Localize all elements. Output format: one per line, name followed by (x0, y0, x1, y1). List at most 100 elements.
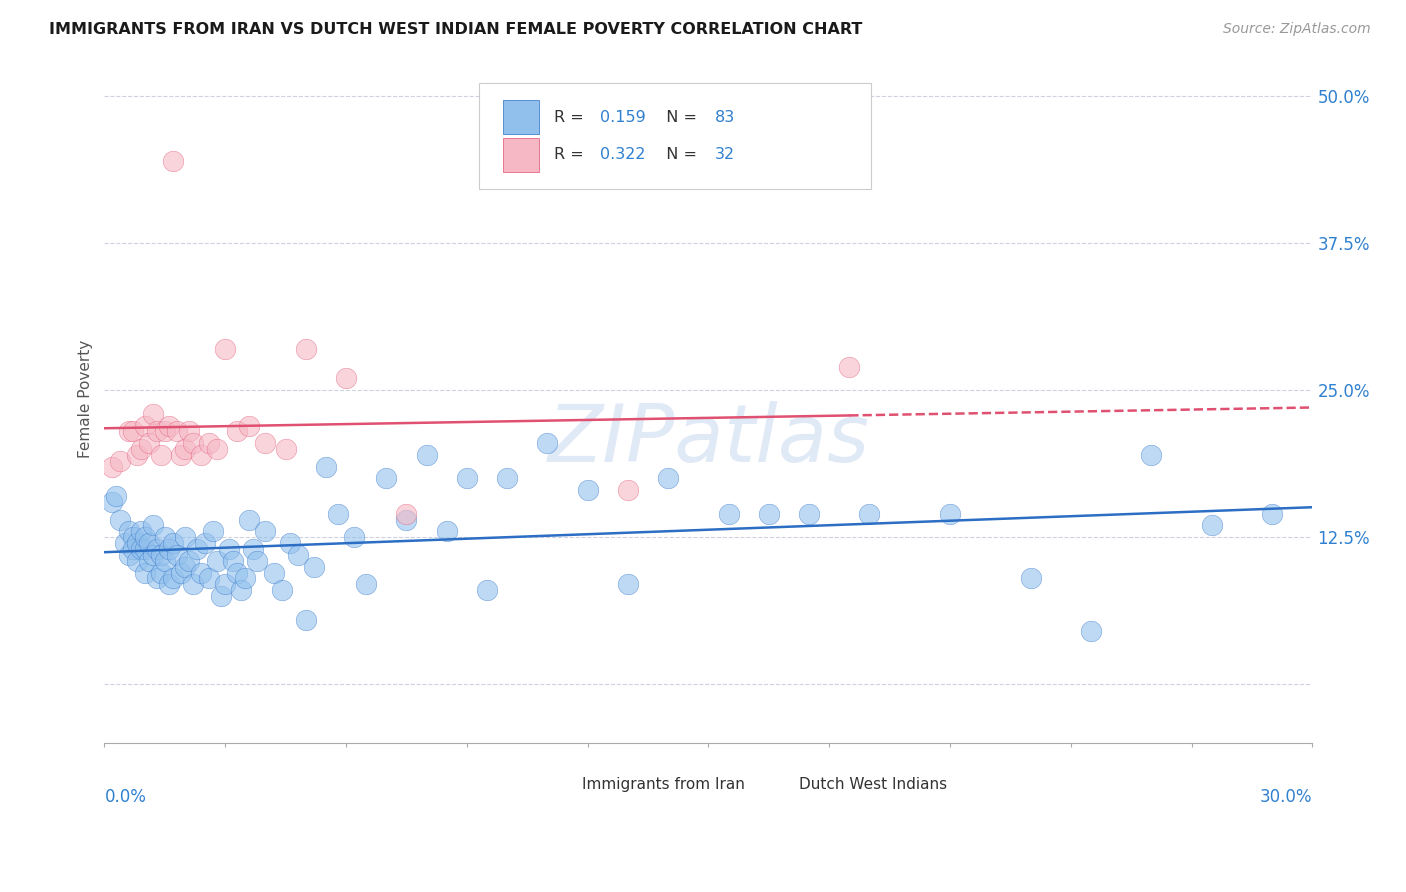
Text: 0.0%: 0.0% (104, 788, 146, 805)
Point (758, 507, 780, 521)
FancyBboxPatch shape (503, 137, 540, 172)
Point (174, 442, 197, 456)
Point (218, 541, 240, 556)
Point (153, 530, 176, 544)
Point (162, 536, 184, 550)
Point (174, 530, 197, 544)
Point (117, 425, 139, 439)
Point (110, 512, 132, 526)
Point (294, 613, 316, 627)
Point (181, 436, 204, 450)
Point (125, 448, 148, 462)
Point (717, 507, 740, 521)
Point (125, 536, 148, 550)
Point (354, 577, 377, 591)
Point (101, 495, 124, 509)
Text: Dutch West Indians: Dutch West Indians (799, 777, 948, 792)
Point (181, 577, 204, 591)
Text: IMMIGRANTS FROM IRAN VS DUTCH WEST INDIAN FEMALE POVERTY CORRELATION CHART: IMMIGRANTS FROM IRAN VS DUTCH WEST INDIA… (49, 22, 863, 37)
Point (149, 548, 172, 562)
Point (142, 407, 165, 421)
Point (149, 448, 172, 462)
Point (254, 436, 277, 450)
Point (162, 571, 184, 585)
Point (335, 371, 357, 385)
Point (153, 425, 176, 439)
Text: 0.159: 0.159 (600, 110, 645, 125)
Point (166, 425, 188, 439)
Point (617, 577, 640, 591)
Point (177, 554, 200, 568)
Text: 83: 83 (714, 110, 735, 125)
Point (190, 448, 212, 462)
Point (202, 524, 225, 539)
Point (142, 548, 165, 562)
Point (194, 536, 217, 550)
Point (145, 425, 167, 439)
Point (157, 418, 180, 433)
Point (1201, 518, 1223, 533)
Point (114, 536, 136, 550)
Text: 30.0%: 30.0% (1260, 788, 1312, 805)
Point (129, 541, 152, 556)
Point (170, 566, 193, 580)
Text: ZIPatlas: ZIPatlas (547, 401, 869, 479)
Point (1140, 448, 1163, 462)
Point (157, 577, 180, 591)
Point (242, 541, 264, 556)
Point (117, 524, 139, 539)
Text: N =: N = (657, 147, 703, 162)
Point (415, 448, 437, 462)
Text: 0.322: 0.322 (600, 147, 645, 162)
Point (326, 507, 349, 521)
Point (134, 418, 156, 433)
Point (263, 566, 285, 580)
Point (121, 541, 143, 556)
Point (110, 454, 132, 468)
Text: N =: N = (657, 110, 703, 125)
Point (1080, 624, 1102, 639)
Point (190, 566, 212, 580)
Point (238, 418, 260, 433)
Point (270, 583, 292, 598)
Point (576, 483, 599, 498)
Point (170, 448, 193, 462)
Point (153, 554, 176, 568)
Point (302, 559, 325, 574)
Point (254, 524, 277, 539)
Point (343, 530, 366, 544)
Point (174, 559, 197, 574)
FancyBboxPatch shape (759, 771, 793, 798)
Text: 32: 32 (714, 147, 734, 162)
Point (395, 507, 418, 521)
Point (138, 554, 160, 568)
Point (287, 548, 309, 562)
Point (166, 548, 188, 562)
Point (125, 554, 148, 568)
Point (121, 425, 143, 439)
Point (496, 471, 519, 485)
FancyBboxPatch shape (479, 83, 872, 189)
Point (797, 507, 820, 521)
Point (315, 459, 337, 474)
Point (186, 541, 208, 556)
Point (436, 524, 458, 539)
Point (231, 583, 253, 598)
Point (246, 554, 269, 568)
Point (214, 342, 236, 356)
Point (939, 507, 962, 521)
Y-axis label: Female Poverty: Female Poverty (79, 340, 93, 458)
Point (205, 442, 228, 456)
Text: Immigrants from Iran: Immigrants from Iran (582, 777, 744, 792)
Point (209, 589, 232, 603)
Point (1261, 507, 1284, 521)
Point (129, 442, 152, 456)
Point (238, 512, 260, 526)
Point (536, 436, 558, 450)
Point (475, 583, 498, 598)
Point (149, 566, 172, 580)
Point (198, 436, 221, 450)
Point (129, 524, 152, 539)
Point (162, 153, 184, 168)
Point (105, 489, 128, 503)
